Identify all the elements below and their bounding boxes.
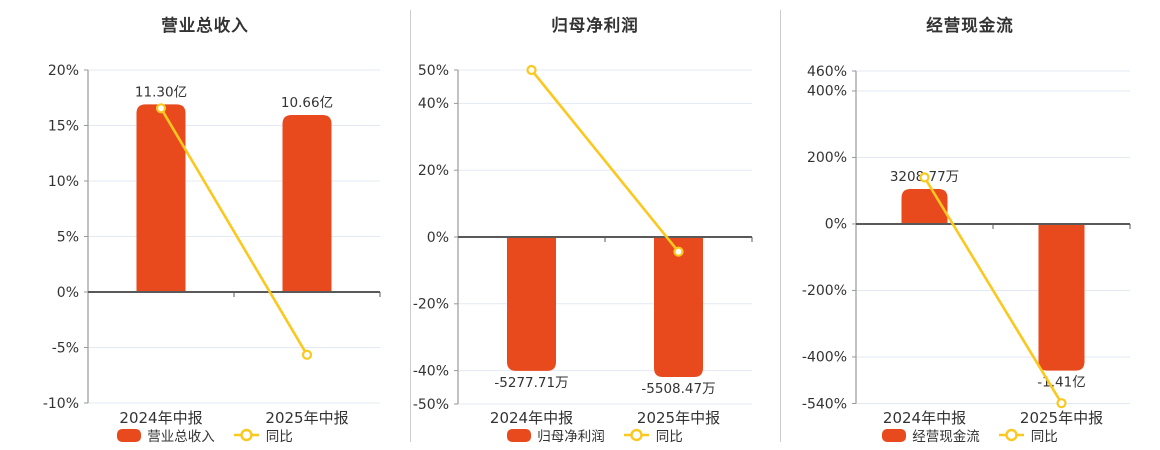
cash-flow-yoy-line <box>923 176 1063 404</box>
panel-separator <box>410 10 411 442</box>
line-series-label: 同比 <box>265 429 293 445</box>
revenue-yoy-point-1[interactable] <box>301 349 313 360</box>
y-tick-label: 0% <box>57 285 79 301</box>
revenue-bar-value-label: 10.66亿 <box>281 95 333 111</box>
chart-title-net-profit: 归母净利润 <box>551 16 639 35</box>
revenue-bar-value-label: 11.30亿 <box>135 84 187 100</box>
bar-series-label: 归母净利润 <box>537 429 605 445</box>
y-tick-label: 15% <box>48 118 79 134</box>
line-series-label: 同比 <box>655 429 683 445</box>
net-profit-yoy-line <box>530 69 680 253</box>
y-tick-label: 200% <box>807 150 847 166</box>
y-tick-label: 0% <box>427 230 449 246</box>
bar-series-swatch <box>882 428 907 442</box>
legend-item-cash-flow-yoy[interactable]: 同比 <box>998 425 1058 445</box>
cash-flow-yoy-point-1[interactable] <box>1056 398 1067 409</box>
y-tick-label: -40% <box>413 363 449 379</box>
cash-flow-yoy-point-0[interactable] <box>919 172 930 183</box>
net-profit-bar-1[interactable] <box>654 237 703 377</box>
y-tick-label: 5% <box>57 229 79 245</box>
y-tick-label: -540% <box>802 396 847 412</box>
legend-net-profit: 归母净利润 同比 <box>410 425 780 445</box>
cash-flow-bar-value-label: -1.41亿 <box>1037 375 1085 391</box>
chart-title-cash-flow: 经营现金流 <box>926 16 1014 35</box>
y-tick-label: 20% <box>48 63 79 79</box>
net-profit-bar-value-label: -5508.47万 <box>641 381 715 397</box>
cash-flow-bar-0[interactable] <box>901 189 948 224</box>
panel-separator <box>780 10 781 442</box>
chart-title-revenue: 营业总收入 <box>161 16 249 35</box>
y-tick-label: -10% <box>43 396 79 412</box>
line-series-icon <box>233 428 259 442</box>
bar-series-swatch <box>507 428 532 442</box>
legend-revenue: 营业总收入 同比 <box>0 425 410 445</box>
line-series-icon <box>623 428 649 442</box>
x-category-label: 2025年中报 <box>637 409 720 427</box>
line-series-icon <box>998 428 1024 442</box>
line-series-label: 同比 <box>1030 429 1058 445</box>
legend-item-cash-flow-bars[interactable]: 经营现金流 <box>882 425 980 445</box>
legend-cash-flow: 经营现金流 同比 <box>780 425 1160 445</box>
x-category-label: 2024年中报 <box>119 409 202 427</box>
y-tick-label: -20% <box>413 297 449 313</box>
y-tick-label: -200% <box>802 283 847 299</box>
y-tick-label: -50% <box>413 397 449 413</box>
bar-series-swatch <box>117 428 142 442</box>
y-tick-label: 460% <box>807 64 847 80</box>
revenue-bar-1[interactable] <box>282 114 332 292</box>
chart-panel-cash-flow: 460%400%200%0%-200%-400%-540%3208.77万-1.… <box>780 0 1160 450</box>
y-tick-label: 0% <box>825 217 847 233</box>
net-profit-chart-plot: 50% 40% 20% 0% -20% -40% -50% -5277.71万 -5508.47… <box>413 63 753 427</box>
revenue-bar-0[interactable] <box>136 104 186 292</box>
x-category-label: 2025年中报 <box>265 409 348 427</box>
net-profit-bar-value-label: -5277.71万 <box>494 375 568 391</box>
bar-series-label: 营业总收入 <box>147 429 215 445</box>
y-tick-label: -5% <box>52 340 79 356</box>
cash-flow-chart-plot: 460%400%200%0%-200%-400%-540%3208.77万-1.… <box>802 64 1131 427</box>
y-tick-label: 400% <box>807 84 847 100</box>
revenue-yoy-line <box>159 107 309 356</box>
chart-panel-revenue: 20% 15% 10% 5% 0% -5% -10% 11.30亿 10.66亿 2024年中报 2… <box>0 0 410 450</box>
cash-flow-bar-1[interactable] <box>1038 223 1085 371</box>
net-profit-bar-0[interactable] <box>507 237 556 371</box>
net-profit-yoy-point-1[interactable] <box>673 246 684 257</box>
x-category-label: 2025年中报 <box>1020 409 1103 427</box>
chart-panel-net-profit: 50% 40% 20% 0% -20% -40% -50% -5277.71万 -5508.47… <box>410 0 780 450</box>
y-tick-label: 40% <box>418 96 449 112</box>
y-tick-label: 50% <box>418 63 449 79</box>
legend-item-net-profit-yoy[interactable]: 同比 <box>623 425 683 445</box>
y-tick-label: 20% <box>418 163 449 179</box>
revenue-yoy-point-0[interactable] <box>155 103 167 114</box>
legend-item-net-profit-bars[interactable]: 归母净利润 <box>507 425 605 445</box>
net-profit-yoy-point-0[interactable] <box>526 64 537 76</box>
x-category-label: 2024年中报 <box>490 409 573 427</box>
x-category-label: 2024年中报 <box>883 409 966 427</box>
legend-item-revenue-yoy[interactable]: 同比 <box>233 425 293 445</box>
y-tick-label: 10% <box>48 174 79 190</box>
bar-series-label: 经营现金流 <box>912 429 980 445</box>
revenue-chart-plot: 20% 15% 10% 5% 0% -5% -10% 11.30亿 10.66亿 2024年中报 2… <box>43 63 381 427</box>
legend-item-revenue-bars[interactable]: 营业总收入 <box>117 425 215 445</box>
y-tick-label: -400% <box>802 350 847 366</box>
